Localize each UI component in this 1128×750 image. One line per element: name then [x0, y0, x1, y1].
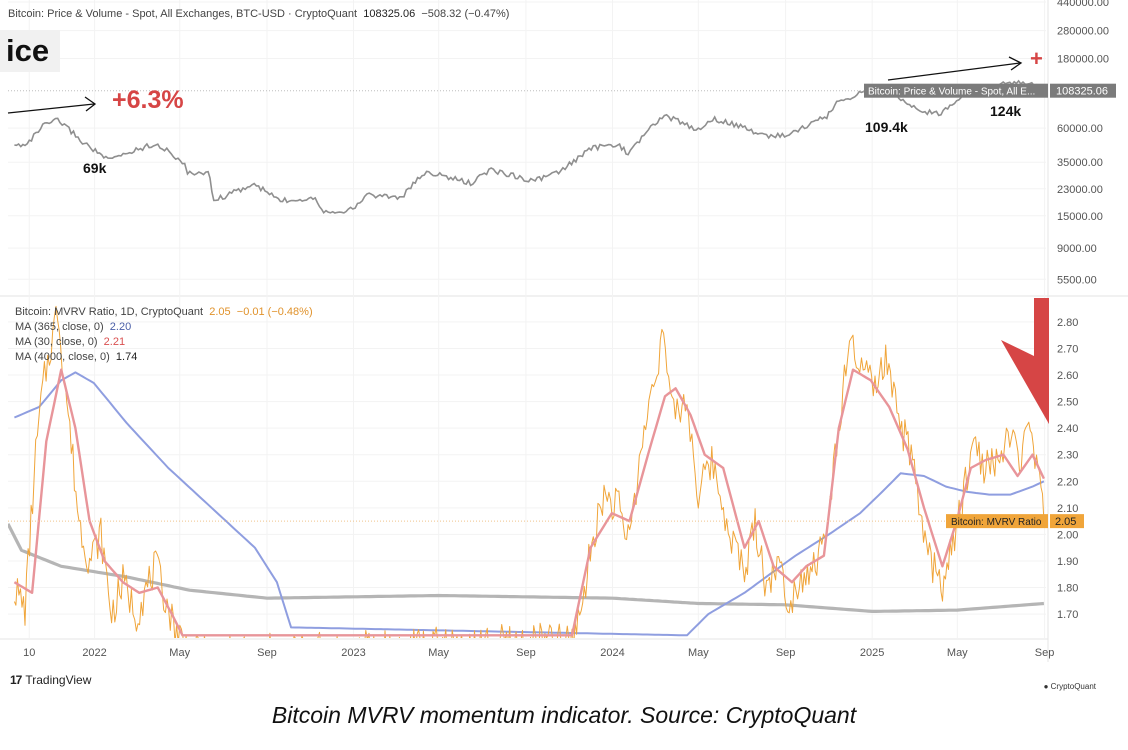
tradingview-icon: 17 — [10, 673, 22, 687]
mvrv-tick-label: 1.80 — [1057, 583, 1078, 595]
axis-layer: 440000.00 280000.00 180000.00 60000.00 35000… — [23, 0, 1109, 659]
right-arrow-line — [887, 62, 1021, 81]
price-tick-label: 9000.00 — [1057, 243, 1097, 255]
ma365-legend-label: MA (365, close, 0) — [15, 321, 104, 333]
mvrv-series-tag — [946, 514, 1048, 529]
mvrv-tick-label: 2.70 — [1057, 343, 1078, 355]
mvrv-series-tag-label: Bitcoin: MVRV Ratio — [951, 517, 1042, 528]
peak-124k-label: 124k — [990, 103, 1022, 119]
time-tick-label: 2025 — [860, 647, 884, 659]
mvrv-legend-value: 2.05 — [209, 306, 231, 318]
ma30-legend-value: 2.21 — [103, 336, 126, 348]
peak-109k-label: 109.4k — [865, 119, 908, 135]
price-legend-change: −508.32 (−0.47%) — [421, 8, 510, 20]
mvrv-tick-label: 2.10 — [1057, 503, 1078, 515]
price-title-fragment: ice — [0, 30, 60, 72]
time-tick-label: May — [688, 647, 709, 659]
tradingview-logo[interactable]: 17 TradingView — [10, 673, 91, 687]
ma30-series-line — [13, 368, 1045, 637]
mvrv-value-tag-text: 2.05 — [1055, 516, 1076, 528]
time-tick-label: 10 — [23, 647, 35, 659]
price-tick-label: 180000.00 — [1057, 54, 1109, 66]
mvrv-grid — [8, 321, 1046, 615]
price-tick-label: 60000.00 — [1057, 123, 1103, 135]
time-tick-label: May — [169, 647, 190, 659]
time-tick-label: Sep — [516, 647, 536, 659]
ma30-legend: MA (30, close, 0) 2.21 — [15, 336, 125, 348]
mvrv-tick-label: 2.30 — [1057, 450, 1078, 462]
price-tick-label: 23000.00 — [1057, 184, 1103, 196]
time-tick-label: 2024 — [600, 647, 624, 659]
time-tick-label: May — [428, 647, 449, 659]
mvrv-tick-label: 1.70 — [1057, 609, 1078, 621]
price-tick-label: 280000.00 — [1057, 26, 1109, 38]
ma4000-series-line — [8, 523, 1045, 613]
ma4000-legend-value: 1.74 — [115, 351, 138, 363]
time-tick-label: Sep — [776, 647, 796, 659]
price-tick-label: 35000.00 — [1057, 157, 1103, 169]
right-arrow-head — [1008, 56, 1023, 71]
gain-annotation: +6.3% — [112, 86, 184, 114]
mvrv-tick-label: 2.40 — [1057, 423, 1078, 435]
mvrv-tick-label: 2.20 — [1057, 476, 1078, 488]
annotation-layer: Bitcoin: Price & Volume - Spot, All E...… — [7, 46, 1116, 529]
mvrv-tick-label: 2.00 — [1057, 529, 1078, 541]
time-tick-label: 2023 — [341, 647, 365, 659]
price-series-tag — [864, 83, 1048, 98]
mvrv-value-tag — [1050, 514, 1084, 529]
plus-icon: + — [1030, 46, 1043, 71]
mvrv-legend: Bitcoin: MVRV Ratio, 1D, CryptoQuant 2.0… — [15, 306, 313, 318]
mvrv-legend-change: −0.01 (−0.48%) — [236, 306, 313, 318]
mvrv-tick-label: 2.60 — [1057, 370, 1078, 382]
left-arrow-line — [7, 103, 95, 114]
figure-caption: Bitcoin MVRV momentum indicator. Source:… — [271, 702, 857, 728]
price-value-tag-text: 108325.06 — [1056, 86, 1108, 98]
time-tick-label: Sep — [257, 647, 277, 659]
peak-69k-label: 69k — [83, 160, 107, 176]
mvrv-series-line — [13, 305, 1045, 638]
down-arrow-icon — [1001, 298, 1049, 424]
price-series-tag-label: Bitcoin: Price & Volume - Spot, All E... — [868, 87, 1035, 98]
price-tick-label: 5500.00 — [1057, 274, 1097, 286]
tradingview-label: TradingView — [25, 673, 92, 687]
ma4000-legend: MA (4000, close, 0) 1.74 — [15, 351, 137, 363]
mvrv-tick-label: 1.90 — [1057, 556, 1078, 568]
price-legend: Bitcoin: Price & Volume - Spot, All Exch… — [8, 8, 509, 20]
ma4000-legend-label: MA (4000, close, 0) — [15, 351, 110, 363]
cryptoquant-label: CryptoQuant — [1050, 682, 1096, 691]
ma30-legend-label: MA (30, close, 0) — [15, 336, 98, 348]
time-tick-label: May — [947, 647, 968, 659]
time-tick-label: 2022 — [82, 647, 106, 659]
time-tick-label: Sep — [1035, 647, 1055, 659]
price-tick-label: 15000.00 — [1057, 211, 1103, 223]
ma365-legend-value: 2.20 — [109, 321, 132, 333]
price-grid — [0, 0, 1128, 662]
price-tick-label: 440000.00 — [1057, 0, 1109, 9]
price-legend-title: Bitcoin: Price & Volume - Spot, All Exch… — [8, 8, 358, 20]
mvrv-tick-label: 2.50 — [1057, 397, 1078, 409]
cryptoquant-logo: ● CryptoQuant — [1043, 682, 1096, 691]
price-legend-value: 108325.06 — [363, 8, 416, 20]
ma365-legend: MA (365, close, 0) 2.20 — [15, 321, 131, 333]
mvrv-legend-title: Bitcoin: MVRV Ratio, 1D, CryptoQuant — [15, 306, 204, 318]
mvrv-tick-label: 2.80 — [1057, 317, 1078, 329]
left-arrow-head — [84, 96, 97, 112]
price-value-tag — [1050, 83, 1116, 98]
